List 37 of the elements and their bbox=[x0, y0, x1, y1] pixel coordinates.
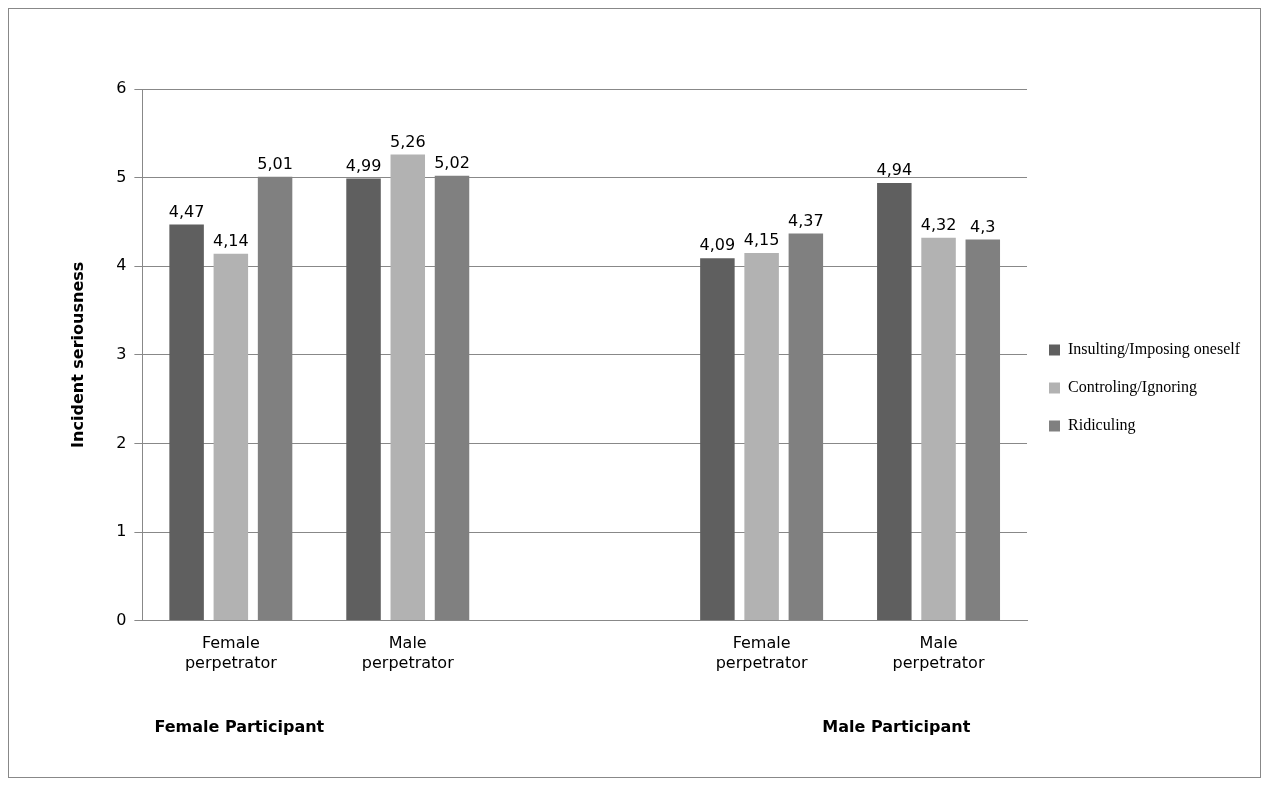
y-tick-label: 0 bbox=[116, 609, 127, 629]
data-label: 4,94 bbox=[876, 160, 913, 180]
bar bbox=[921, 237, 956, 621]
y-tick-label: 2 bbox=[116, 432, 127, 452]
y-axis-title: Incident seriousness bbox=[67, 261, 87, 448]
data-label: 4,09 bbox=[699, 235, 736, 255]
data-label: 5,26 bbox=[389, 131, 426, 151]
y-tick-label: 6 bbox=[116, 78, 127, 98]
bar bbox=[213, 253, 249, 621]
y-tick-label: 3 bbox=[116, 343, 127, 363]
data-label: 4,47 bbox=[168, 201, 205, 221]
text: Male Participant bbox=[822, 717, 971, 736]
bar bbox=[169, 224, 204, 621]
bar bbox=[744, 252, 779, 621]
y-tick-label: 5 bbox=[116, 166, 127, 186]
data-label: 4,3 bbox=[970, 216, 996, 236]
x-tick-label: Female perpetrator bbox=[715, 633, 808, 672]
bar bbox=[877, 182, 912, 621]
x-tick-label: Male perpetrator bbox=[361, 633, 455, 672]
y-tick-label: 4 bbox=[116, 255, 127, 275]
x-tick-label: Female perpetrator bbox=[184, 633, 278, 672]
data-label: 4,14 bbox=[213, 230, 249, 250]
data-label: 4,99 bbox=[345, 155, 382, 175]
bar bbox=[346, 178, 381, 621]
legend-label: Controling/Ignoring bbox=[1068, 378, 1197, 397]
data-label: 5,01 bbox=[257, 153, 293, 173]
y-tick-label: 1 bbox=[116, 521, 127, 541]
data-label: 4,37 bbox=[788, 210, 824, 230]
text: Female Participant bbox=[154, 717, 325, 736]
bar bbox=[700, 258, 735, 621]
data-label: 4,15 bbox=[743, 230, 780, 250]
bar bbox=[390, 154, 426, 621]
data-label: 5,02 bbox=[434, 152, 470, 172]
x-tick-label: Male perpetrator bbox=[892, 633, 985, 672]
legend-label: Insulting/Imposing oneself bbox=[1068, 340, 1241, 359]
data-label: 4,32 bbox=[920, 215, 957, 234]
legend-label: Ridiculing bbox=[1068, 416, 1136, 435]
